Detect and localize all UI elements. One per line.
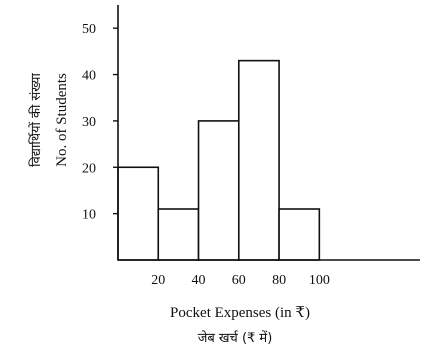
x-tick-label-1: 20 xyxy=(151,273,165,288)
y-axis-ticks: 10 20 30 40 50 xyxy=(82,22,118,223)
histogram-bar-5 xyxy=(278,208,321,261)
x-tick-label-3: 60 xyxy=(232,273,246,288)
x-axis-ticks: 20 40 60 80 100 xyxy=(151,273,330,288)
y-tick-label-4: 40 xyxy=(82,69,96,84)
histogram-bar-1 xyxy=(117,166,160,261)
y-tick-label-1: 10 xyxy=(82,208,96,223)
y-axis-label: No. of Students xyxy=(54,73,70,167)
histogram-bar-4 xyxy=(238,59,280,261)
x-tick-label-2: 40 xyxy=(192,273,206,288)
histogram-bar-2 xyxy=(157,208,200,261)
y-tick-label-5: 50 xyxy=(82,22,96,37)
x-axis-label-hindi: जेब खर्च (₹ में) xyxy=(198,330,273,346)
histogram-bar-3 xyxy=(197,120,240,261)
y-axis-label-hindi: विद्यार्थियों की संख्या xyxy=(28,73,44,167)
y-tick-label-2: 20 xyxy=(82,161,96,176)
x-tick-label-4: 80 xyxy=(272,273,286,288)
x-axis-label: Pocket Expenses (in ₹) xyxy=(170,305,310,321)
x-tick-label-5: 100 xyxy=(309,273,330,288)
histogram-bars xyxy=(117,59,321,261)
y-tick-label-3: 30 xyxy=(82,115,96,130)
